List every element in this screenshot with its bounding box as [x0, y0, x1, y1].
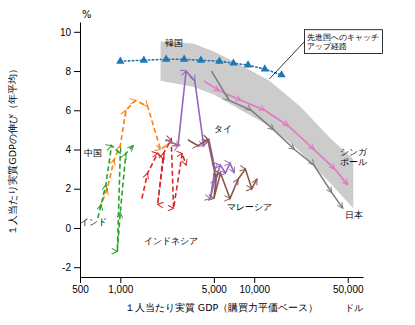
x-tick-mark — [348, 277, 349, 283]
triangle-marker — [180, 54, 188, 61]
text-line: 中国 — [84, 148, 102, 158]
y-tick-mark — [74, 189, 80, 190]
chart: 500 1,000 5,000 10,000 50,000 -2 0 2 4 6 8 10 １人当たり実… — [0, 0, 415, 325]
x-tick-label: 10,000 — [239, 284, 270, 295]
annotation: タイ — [214, 124, 232, 134]
text-line: マレーシア — [227, 203, 272, 213]
y-tick: 2 — [65, 183, 80, 194]
series-line — [142, 140, 186, 209]
text-line: アップ経路 — [307, 42, 347, 51]
annotation: 韓国 — [165, 38, 183, 48]
y-tick-mark — [74, 228, 80, 229]
y-tick-mark — [74, 150, 80, 151]
triangle-marker — [215, 56, 223, 63]
triangle-marker — [244, 60, 252, 67]
x-tick: 50,000 — [333, 277, 364, 295]
text-line: インドネシア — [144, 236, 198, 246]
callout-box — [304, 30, 382, 54]
annotation: インドネシア — [144, 236, 198, 246]
y-tick: 0 — [65, 223, 80, 234]
triangle-marker — [140, 55, 148, 62]
x-tick-label: 50,000 — [333, 284, 364, 295]
x-unit-label: ドル — [345, 303, 363, 313]
plot-root: 500 1,000 5,000 10,000 50,000 -2 0 2 4 6 8 10 １人当たり実… — [7, 9, 382, 313]
annotation: インド — [80, 217, 107, 227]
triangle-marker — [229, 58, 237, 65]
triangle-marker — [116, 56, 124, 63]
x-tick: 10,000 — [239, 277, 270, 295]
text-line: 日本 — [345, 211, 363, 221]
y-tick-label: 4 — [65, 144, 71, 155]
y-tick-mark — [74, 110, 80, 111]
annotation: シンガポール — [340, 147, 368, 167]
x-tick-label: 1,000 — [108, 284, 133, 295]
x-tick-mark — [254, 277, 255, 283]
y-tick: 10 — [60, 27, 80, 38]
text-line: 先進国へのキャッチ — [307, 33, 379, 42]
x-tick-mark — [80, 277, 81, 283]
y-tick-label: 2 — [65, 183, 71, 194]
x-axis: 500 1,000 5,000 10,000 50,000 — [72, 277, 364, 295]
x-tick-mark — [120, 277, 121, 283]
text-line: タイ — [214, 124, 232, 134]
annotation: マレーシア — [227, 203, 272, 213]
x-axis-title: １人当たり実質 GDP（購買力平価ベース） — [125, 302, 318, 313]
y-tick-label: 6 — [65, 105, 71, 116]
callout-text: 先進国へのキャッチアップ経路 — [307, 33, 379, 51]
y-tick: -2 — [62, 262, 80, 273]
x-axis-line — [81, 277, 364, 278]
text-line: 韓国 — [165, 38, 183, 48]
x-tick: 500 — [72, 277, 89, 295]
y-axis-title: １人当たり実質GDPの伸び（年平均） — [7, 64, 18, 234]
triangle-marker — [261, 64, 269, 71]
y-tick-label: 0 — [65, 223, 71, 234]
y-tick-mark — [74, 32, 80, 33]
series-line — [98, 146, 133, 252]
text-line: シンガ — [340, 147, 368, 157]
x-tick: 5,000 — [202, 277, 227, 295]
annotations: 韓国中国インドインドネシア タイマレーシア シンガポール日本 — [80, 38, 368, 246]
callout-leader — [269, 42, 304, 79]
plot-area — [98, 42, 353, 252]
y-axis: -2 0 2 4 6 8 10 — [60, 23, 81, 278]
x-tick-mark — [214, 277, 215, 283]
annotation: 中国 — [84, 148, 102, 158]
triangle-marker — [162, 54, 170, 61]
callout: 先進国へのキャッチアップ経路 — [269, 30, 382, 79]
text-line: ポール — [340, 157, 367, 167]
annotation: 日本 — [345, 211, 363, 221]
triangle-marker — [277, 70, 285, 77]
y-tick-label: -2 — [62, 262, 71, 273]
x-tick-label: 500 — [72, 284, 89, 295]
y-tick-label: 8 — [65, 66, 71, 77]
y-tick-label: 10 — [60, 27, 72, 38]
series-line — [100, 100, 181, 208]
x-tick-label: 5,000 — [202, 284, 227, 295]
y-unit-label: % — [82, 9, 92, 20]
series-line — [188, 140, 257, 199]
y-tick: 6 — [65, 105, 80, 116]
y-tick: 8 — [65, 66, 80, 77]
series-line — [212, 71, 343, 208]
text-line: インド — [80, 217, 107, 227]
x-tick: 1,000 — [108, 277, 133, 295]
y-tick: 4 — [65, 144, 80, 155]
y-tick-mark — [74, 267, 80, 268]
series-line — [166, 71, 234, 199]
y-tick-mark — [74, 71, 80, 72]
triangle-marker — [197, 55, 205, 62]
y-axis-line — [80, 23, 81, 278]
